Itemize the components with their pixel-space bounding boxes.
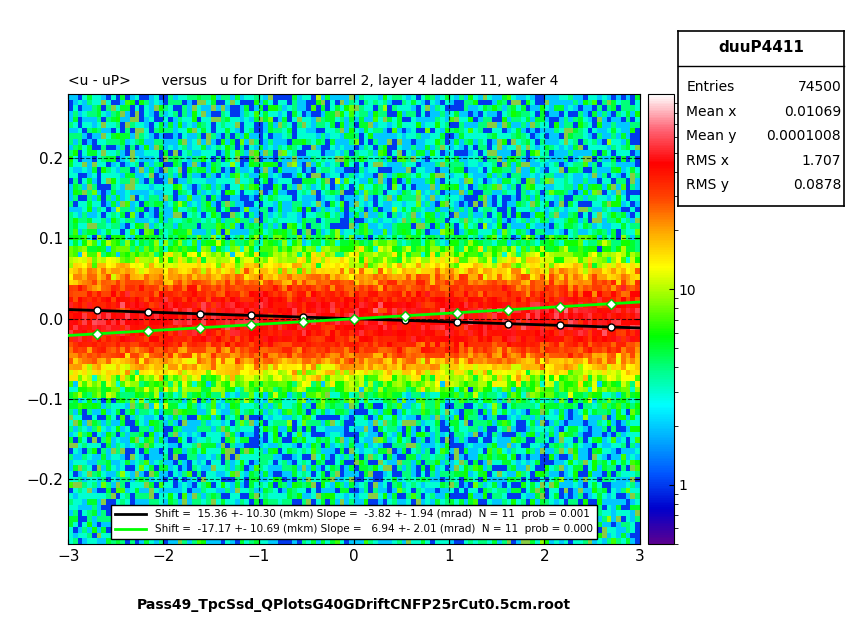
Text: Mean x: Mean x xyxy=(686,105,736,119)
Text: 0.0878: 0.0878 xyxy=(792,178,840,192)
Text: Pass49_TpcSsd_QPlotsG40GDriftCNFP25rCut0.5cm.root: Pass49_TpcSsd_QPlotsG40GDriftCNFP25rCut0… xyxy=(137,599,570,612)
Text: 1.707: 1.707 xyxy=(801,154,840,168)
Legend: Shift =  15.36 +- 10.30 (mkm) Slope =  -3.82 +- 1.94 (mrad)  N = 11  prob = 0.00: Shift = 15.36 +- 10.30 (mkm) Slope = -3.… xyxy=(111,505,596,539)
Text: RMS x: RMS x xyxy=(686,154,728,168)
Text: 74500: 74500 xyxy=(797,80,840,94)
Text: 0.0001008: 0.0001008 xyxy=(766,129,840,143)
Text: Entries: Entries xyxy=(686,80,734,94)
Text: 0.01069: 0.01069 xyxy=(783,105,840,119)
Text: <u - uP>       versus   u for Drift for barrel 2, layer 4 ladder 11, wafer 4: <u - uP> versus u for Drift for barrel 2… xyxy=(68,74,558,88)
Text: Mean y: Mean y xyxy=(686,129,736,143)
Text: RMS y: RMS y xyxy=(686,178,728,192)
Text: duuP4411: duuP4411 xyxy=(717,40,803,55)
